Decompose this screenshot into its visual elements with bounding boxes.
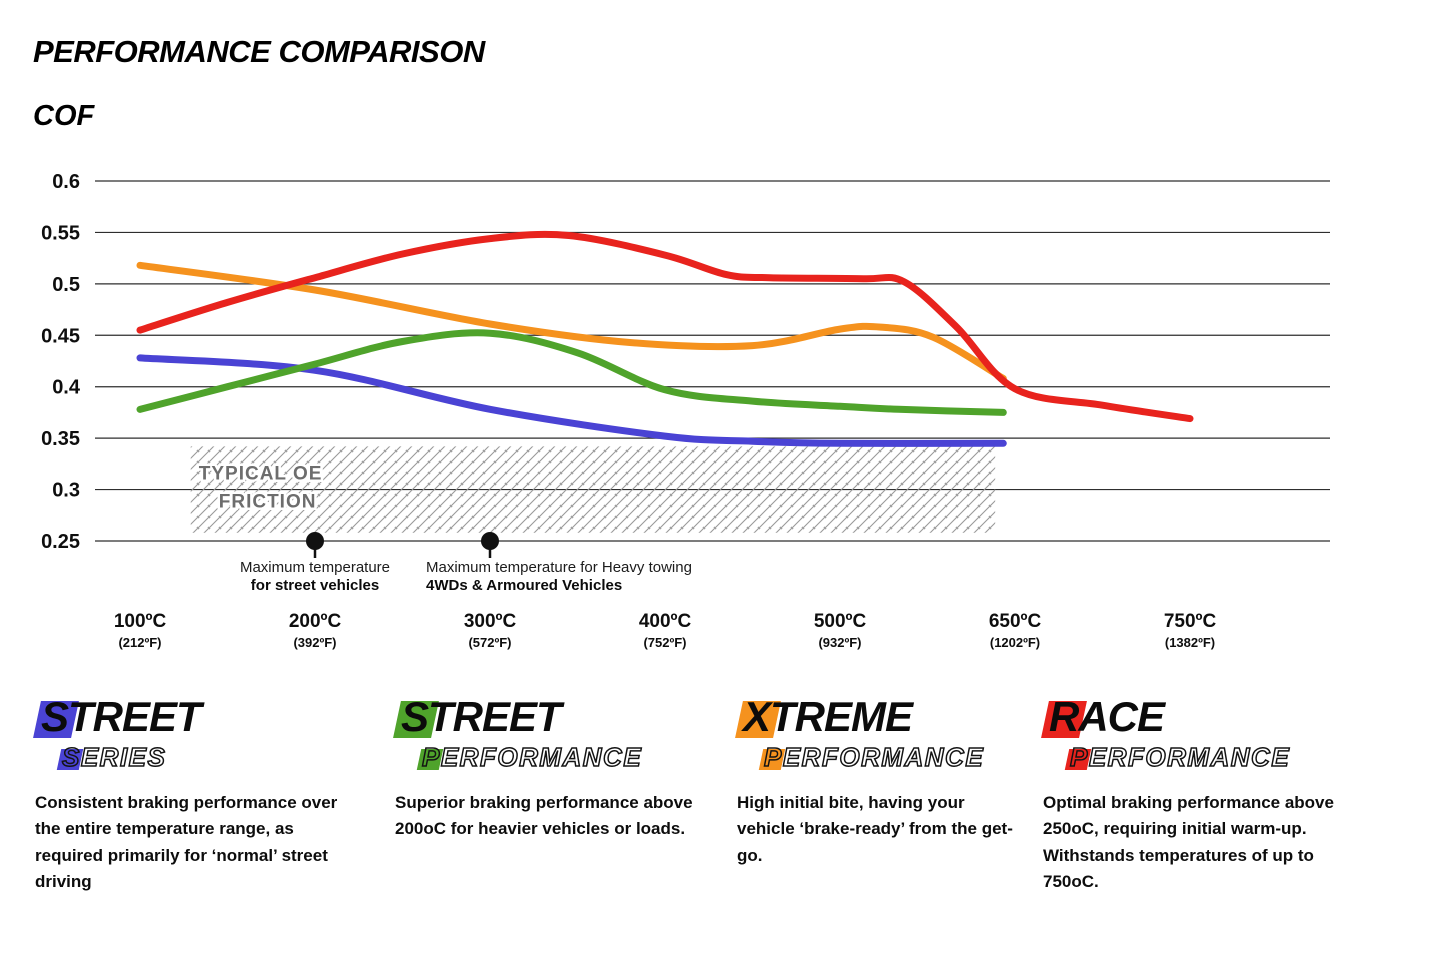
- annotation-0-line2: for street vehicles: [251, 577, 379, 594]
- product-card-xtreme-performance: XTREME PERFORMANCE High initial bite, ha…: [735, 693, 1013, 895]
- x-tick-fahrenheit-650: (1202ºF): [990, 635, 1040, 650]
- street-performance-logo: STREET: [393, 693, 707, 741]
- logo-word1: RACE: [1049, 693, 1165, 740]
- x-tick-celsius-400: 400ºC: [639, 611, 692, 632]
- oe-friction-label-line2: FRICTION: [219, 491, 317, 512]
- xtreme-performance-description: High initial bite, having your vehicle ‘…: [737, 793, 1013, 865]
- street-series-sub-logo: SERIES: [56, 742, 365, 774]
- product-card-race-performance: RACE PERFORMANCE Optimal braking perform…: [1041, 693, 1373, 895]
- x-tick-fahrenheit-100: (212ºF): [118, 635, 161, 650]
- x-tick-celsius-650: 650ºC: [989, 611, 1042, 632]
- logo-word1: STREET: [401, 693, 562, 740]
- y-tick-label-0.55: 0.55: [41, 222, 80, 244]
- race-performance-logo: RACE: [1041, 693, 1373, 741]
- logo-initial2: P: [421, 742, 441, 772]
- logo-rest2: ERFORMANCE: [1088, 742, 1291, 772]
- race-performance-sub-logo: PERFORMANCE: [1064, 742, 1373, 774]
- x-tick-fahrenheit-500: (932ºF): [818, 635, 861, 650]
- logo-initial2: P: [1069, 742, 1089, 772]
- logo-word1: XTREME: [743, 693, 913, 740]
- logo-initial: S: [401, 693, 429, 740]
- y-tick-label-0.3: 0.3: [52, 480, 80, 502]
- product-legend-row: STREET SERIES Consistent braking perform…: [33, 693, 1373, 895]
- logo-word2: PERFORMANCE: [763, 742, 985, 772]
- logo-initial2: S: [61, 742, 81, 772]
- cof-axis-title: COF: [33, 100, 95, 132]
- x-tick-fahrenheit-300: (572ºF): [468, 635, 511, 650]
- logo-initial2: P: [763, 742, 783, 772]
- logo-word2: SERIES: [61, 742, 167, 772]
- y-tick-label-0.45: 0.45: [41, 325, 80, 347]
- logo-rest: TREET: [428, 693, 562, 740]
- logo-word2: PERFORMANCE: [421, 742, 643, 772]
- product-card-street-series: STREET SERIES Consistent braking perform…: [33, 693, 365, 895]
- logo-rest2: ERFORMANCE: [440, 742, 643, 772]
- cof-line-chart: 0.6 0.55 0.5 0.45 0.4 0.35 0.3 0.25 TYPICAL OE FR…: [41, 171, 1330, 650]
- logo-rest2: ERIES: [80, 742, 167, 772]
- x-tick-fahrenheit-200: (392ºF): [293, 635, 336, 650]
- logo-word2: PERFORMANCE: [1069, 742, 1291, 772]
- y-tick-label-0.5: 0.5: [52, 274, 80, 296]
- y-tick-label-0.35: 0.35: [41, 428, 80, 450]
- annotation-1-line2: 4WDs & Armoured Vehicles: [426, 577, 622, 594]
- x-tick-celsius-100: 100ºC: [114, 611, 167, 632]
- x-tick-celsius-200: 200ºC: [289, 611, 342, 632]
- logo-initial: X: [743, 693, 771, 740]
- street-series-description: Consistent braking performance over the …: [35, 793, 338, 892]
- max-temp-marker-0: [306, 532, 324, 550]
- street-performance-sub-logo: PERFORMANCE: [416, 742, 707, 774]
- y-tick-label-0.25: 0.25: [41, 531, 80, 553]
- x-tick-celsius-750: 750ºC: [1164, 611, 1217, 632]
- logo-rest: ACE: [1078, 693, 1165, 740]
- race-performance-description: Optimal braking performance above 250oC,…: [1043, 793, 1334, 892]
- series-line-xtreme-performance: [136, 261, 1007, 382]
- x-tick-fahrenheit-400: (752ºF): [643, 635, 686, 650]
- x-tick-fahrenheit-750: (1382ºF): [1165, 635, 1215, 650]
- oe-friction-label-line1: TYPICAL OE: [199, 463, 323, 484]
- logo-rest: TREET: [68, 693, 202, 740]
- y-tick-label-0.4: 0.4: [52, 377, 81, 399]
- page-title: PERFORMANCE COMPARISON: [33, 34, 485, 69]
- max-temp-marker-1: [481, 532, 499, 550]
- x-tick-celsius-500: 500ºC: [814, 611, 867, 632]
- logo-rest2: ERFORMANCE: [782, 742, 985, 772]
- logo-word1: STREET: [41, 693, 202, 740]
- street-series-logo: STREET: [33, 693, 365, 741]
- logo-initial: S: [41, 693, 69, 740]
- y-tick-label-0.6: 0.6: [52, 171, 80, 193]
- annotation-1-line1: Maximum temperature for Heavy towing: [426, 559, 692, 576]
- street-performance-description: Superior braking performance above 200oC…: [395, 793, 693, 839]
- typical-oe-friction-region: [190, 446, 996, 533]
- xtreme-performance-sub-logo: PERFORMANCE: [758, 742, 1013, 774]
- series-line-street-performance: [136, 329, 1007, 416]
- x-tick-celsius-300: 300ºC: [464, 611, 517, 632]
- annotation-0-line1: Maximum temperature: [240, 559, 390, 576]
- logo-initial: R: [1049, 693, 1079, 740]
- logo-rest: TREME: [770, 693, 913, 740]
- product-card-street-performance: STREET PERFORMANCE Superior braking perf…: [393, 693, 707, 895]
- xtreme-performance-logo: XTREME: [735, 693, 1013, 741]
- series-line-street-series: [136, 354, 1007, 447]
- series-line-race-performance: [136, 230, 1194, 423]
